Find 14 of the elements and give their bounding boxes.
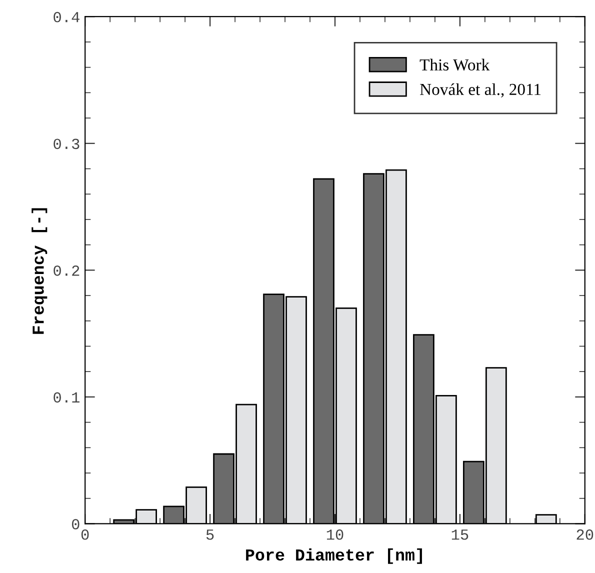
y-tick-label: 0: [72, 519, 80, 530]
y-tick-label: 0.1: [54, 392, 80, 403]
legend-label: Novák et al., 2011: [420, 83, 541, 98]
x-tick-label: 5: [206, 530, 214, 540]
y-tick-label: 0.4: [54, 12, 80, 22]
x-tick-label: 0: [81, 529, 89, 540]
y-tick-label: 0.2: [54, 265, 80, 276]
x-tick-label: 10: [326, 529, 344, 540]
x-tick-label: 20: [576, 529, 594, 540]
y-axis-title: Frequency [-]: [32, 208, 48, 334]
y-tick-label: 0.3: [54, 138, 80, 150]
legend-label: This Work: [420, 58, 490, 71]
x-tick-label: 15: [452, 530, 468, 540]
x-axis-title: Pore Diameter [nm]: [246, 548, 422, 564]
